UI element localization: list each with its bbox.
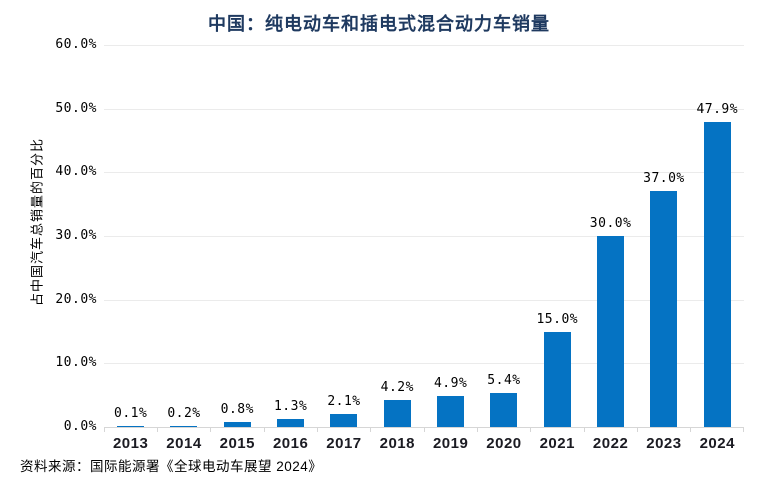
- bar-value-label: 5.4%: [487, 372, 521, 388]
- x-category-label: 2014: [166, 435, 202, 452]
- bar-value-label: 0.2%: [167, 405, 201, 421]
- y-tick-label: 50.0%: [55, 100, 97, 116]
- bar-value-label: 0.8%: [220, 401, 254, 417]
- bar-slot-2023: 37.0%: [637, 45, 690, 427]
- bar-value-label: 47.9%: [696, 102, 739, 117]
- bar-series: 0.1% 0.2% 0.8% 1.3% 2.1% 4.2% 4.9% 5.4% 15.0% 30.…: [104, 45, 744, 427]
- x-axis-tick: [263, 427, 265, 432]
- bar-slot-2013: 0.1%: [104, 45, 157, 427]
- bar-value-label: 37.0%: [643, 171, 685, 187]
- bar: [650, 191, 678, 427]
- gridline: [104, 363, 744, 365]
- x-category-label: 2024: [699, 435, 735, 452]
- bar-slot-2021: 15.0%: [531, 45, 584, 427]
- x-category-label: 2019: [432, 435, 469, 452]
- bar-value-label: 4.2%: [380, 380, 414, 396]
- bar: [277, 418, 305, 427]
- x-axis-tick: [423, 427, 425, 432]
- x-category-label: 2018: [379, 435, 415, 452]
- y-tick-label: 20.0%: [55, 291, 97, 307]
- bar-value-label: 30.0%: [589, 216, 632, 231]
- bar-slot-2016: 1.3%: [264, 45, 317, 427]
- gridline: [104, 172, 744, 174]
- bar: [170, 425, 198, 427]
- bar-slot-2014: 0.2%: [157, 45, 210, 427]
- plot-area: 0.1% 0.2% 0.8% 1.3% 2.1% 4.2% 4.9% 5.4% 15.0% 30.…: [104, 45, 744, 432]
- bar: [490, 392, 518, 427]
- bar-value-label: 4.9%: [433, 375, 468, 391]
- bar: [597, 236, 625, 427]
- x-category-label: 2017: [326, 435, 362, 452]
- bar-slot-2020: 5.4%: [477, 45, 530, 427]
- x-axis-tick: [210, 427, 212, 432]
- x-axis-tick: [476, 427, 478, 432]
- bar: [437, 395, 465, 427]
- bar-value-label: 2.1%: [327, 393, 361, 409]
- y-tick-label: 40.0%: [55, 164, 97, 180]
- x-axis-tick: [636, 427, 638, 432]
- x-category-label: 2015: [219, 435, 255, 452]
- x-axis-tick: [690, 427, 692, 432]
- x-category-label: 2016: [272, 435, 309, 452]
- x-axis-tick: [530, 427, 532, 432]
- y-tick-label: 10.0%: [55, 355, 97, 371]
- bar-value-label: 15.0%: [536, 311, 579, 327]
- gridline: [104, 45, 744, 46]
- y-tick-label: 60.0%: [55, 37, 97, 52]
- gridline: [104, 108, 744, 110]
- chart-title: 中国：纯电动车和插电式混合动力车销量: [208, 14, 550, 35]
- bar-slot-2017: 2.1%: [317, 45, 370, 427]
- bar: [223, 421, 251, 427]
- y-axis-tick-labels: 0.0% 10.0% 20.0% 30.0% 40.0% 50.0% 60.0%: [0, 37, 97, 434]
- x-category-label: 2022: [592, 435, 629, 452]
- bar-slot-2019: 4.9%: [424, 45, 477, 427]
- x-axis-tick: [583, 427, 585, 432]
- bar: [383, 400, 411, 427]
- bar: [117, 426, 145, 427]
- bar: [543, 331, 571, 427]
- y-tick-label: 0.0%: [63, 419, 97, 434]
- bar-slot-2022: 30.0%: [584, 45, 637, 427]
- bar: [330, 413, 358, 427]
- x-axis-tick: [316, 427, 318, 432]
- bar-slot-2024: 47.9%: [691, 45, 744, 427]
- bar-slot-2018: 4.2%: [371, 45, 424, 427]
- bar-value-label: 1.3%: [273, 398, 308, 414]
- bar-value-label: 0.1%: [114, 406, 148, 421]
- x-axis-tick: [743, 427, 744, 432]
- x-category-label: 2013: [112, 435, 149, 452]
- x-axis-category-labels: 2013 2014 2015 2016 2017 2018 2019 2020 2021 2022…: [104, 435, 744, 452]
- bar-slot-2015: 0.8%: [211, 45, 264, 427]
- x-axis-tick: [370, 427, 372, 432]
- x-category-label: 2021: [539, 435, 575, 452]
- x-category-label: 2023: [646, 435, 682, 452]
- gridline: [104, 236, 744, 237]
- x-axis-tick: [156, 427, 158, 432]
- bar: [703, 122, 731, 427]
- x-axis-tick: [104, 427, 105, 432]
- gridline: [104, 299, 744, 301]
- source-note: 资料来源：国际能源署《全球电动车展望 2024》: [20, 459, 323, 474]
- y-tick-label: 30.0%: [55, 228, 97, 243]
- x-category-label: 2020: [486, 435, 522, 452]
